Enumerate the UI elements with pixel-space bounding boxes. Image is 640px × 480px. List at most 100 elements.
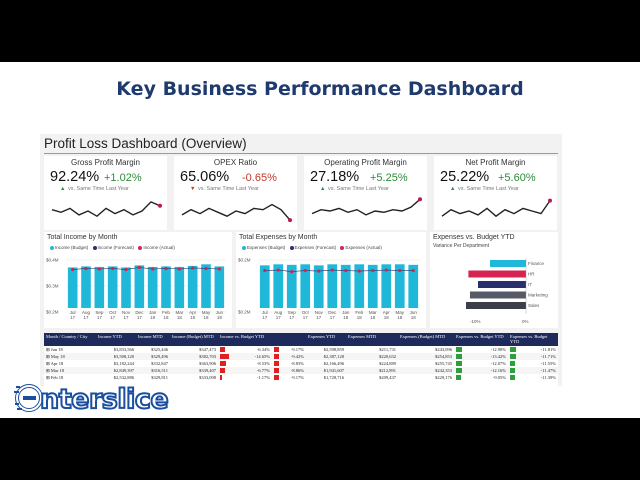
column-header[interactable]: Expenses (Budget) MTD <box>398 333 454 346</box>
department-label: HR <box>528 272 535 277</box>
actual-point <box>412 269 415 272</box>
column-header[interactable]: Expenses vs. Budget YTD <box>454 333 508 346</box>
y-tick-label: $0.3M <box>46 284 59 289</box>
department-label: Finance <box>528 261 545 266</box>
table-header-row: Month / Country / City Income YTD Income… <box>44 333 558 346</box>
x-tick-label: 17 <box>123 315 129 320</box>
kpi-value: 25.22% <box>440 169 489 185</box>
variance-bar <box>490 260 526 267</box>
variance-bar <box>456 375 461 380</box>
x-tick-label: 17 <box>276 315 282 320</box>
kpi-card-net-profit[interactable]: Net Profit Margin 25.22% +5.60% ▲ vs. Sa… <box>434 156 557 230</box>
variance-value: -11.55% <box>541 361 556 366</box>
legend-item: Income (Budget) <box>55 245 88 250</box>
department-label: Marketing <box>528 293 548 298</box>
variance-bar <box>274 354 279 359</box>
column-header[interactable]: Expenses YTD <box>306 333 346 346</box>
y-tick-label: $0.2M <box>46 310 59 315</box>
table-row[interactable]: ⊞ May 18 $3,508,120 $329,496 $382,703 -14.65… <box>44 353 558 360</box>
column-header[interactable]: Income YTD <box>96 333 136 346</box>
variance-cell: -11.55% <box>508 360 558 367</box>
variance-cell: -8.83% <box>272 360 306 367</box>
kpi-subtext: vs. Same Time Last Year <box>328 186 389 192</box>
kpi-card-operating-profit[interactable]: Operating Profit Margin 27.18% +5.25% ▲ … <box>304 156 427 230</box>
bar <box>108 266 118 308</box>
actual-point <box>290 270 293 273</box>
kpi-value: 92.24% <box>50 169 99 185</box>
bar <box>68 267 78 308</box>
sparkline-end-marker <box>288 218 292 222</box>
sparkline-end-marker <box>418 197 422 201</box>
variance-bar <box>220 368 225 373</box>
variance-bar <box>510 361 515 366</box>
month-cell: ⊞ Jun 18 <box>44 346 96 353</box>
table-cell: $339,407 <box>170 367 218 374</box>
variance-bar <box>456 361 462 366</box>
actual-point <box>304 269 307 272</box>
table-cell: $211,731 <box>346 346 398 353</box>
column-header[interactable]: Expenses vs. Budget YTD <box>508 333 558 346</box>
month-label: Mar 18 <box>51 368 64 373</box>
legend-dot-icon <box>340 246 344 250</box>
sparkline-line <box>312 199 420 215</box>
column-header[interactable]: Income MTD <box>136 333 170 346</box>
x-tick-label: 18 <box>343 315 349 320</box>
table-cell: $242,353 <box>398 367 454 374</box>
income-chart-card[interactable]: Total Income by Month Income (Budget) In… <box>44 232 232 328</box>
table-row[interactable]: ⊞ Apr 18 $3,182,244 $332,847 $363,906 -8.53%… <box>44 360 558 367</box>
table-cell: $3,508,120 <box>96 353 136 360</box>
x-tick-label: 18 <box>397 315 403 320</box>
legend-item: Expenses (Forecast) <box>295 245 337 250</box>
expenses-chart-card[interactable]: Total Expenses by Month Expenses (Budget… <box>236 232 426 328</box>
table-row[interactable]: ⊞ Jun 18 $3,833,566 $325,446 $347,473 -6.34%… <box>44 346 558 353</box>
column-header[interactable] <box>272 333 306 346</box>
up-arrow-icon: ▲ <box>60 186 65 192</box>
dashboard-title: Profit Loss Dashboard (Overview) <box>44 136 247 151</box>
bar <box>161 266 171 308</box>
variance-cell: -13.42% <box>454 353 508 360</box>
column-header[interactable]: Expenses MTD <box>346 333 398 346</box>
x-tick-label: 18 <box>190 315 196 320</box>
variance-cell: -11.71% <box>508 353 558 360</box>
x-tick-label: 18 <box>357 315 363 320</box>
legend-dot-icon <box>138 246 142 250</box>
bar <box>135 265 145 308</box>
variance-cell: -14.65% <box>218 353 272 360</box>
x-tick-label: 18 <box>177 315 183 320</box>
x-tick-label: 17 <box>83 315 89 320</box>
column-header[interactable]: Month / Country / City <box>44 333 96 346</box>
table-cell: $347,473 <box>170 346 218 353</box>
column-header[interactable]: Income (Budget) MTD <box>170 333 218 346</box>
y-tick-label: $0.2M <box>238 310 251 315</box>
variance-value: -8.83% <box>291 361 304 366</box>
kpi-card-gross-profit[interactable]: Gross Profit Margin 92.24% +1.02% ▲ vs. … <box>44 156 167 230</box>
kpi-value: 65.06% <box>180 169 229 185</box>
actual-point <box>398 269 401 272</box>
variance-value: -9.17% <box>291 375 304 380</box>
variance-cell: -6.34% <box>218 346 272 353</box>
bar <box>175 267 185 308</box>
variance-cell: -11.81% <box>508 346 558 353</box>
kpi-label: Gross Profit Margin <box>44 158 167 167</box>
pnl-table[interactable]: Month / Country / City Income YTD Income… <box>44 333 558 386</box>
table-row[interactable]: ⊞ Mar 18 $2,849,397 $316,511 $339,407 -6.77%… <box>44 367 558 374</box>
legend-dot-icon <box>242 246 246 250</box>
table-cell: $243,096 <box>398 346 454 353</box>
variance-cell: -11.39% <box>508 374 558 381</box>
actual-point <box>371 269 374 272</box>
table-cell: $332,847 <box>136 360 170 367</box>
variance-bar <box>456 354 462 359</box>
actual-point <box>111 267 114 270</box>
column-header[interactable]: Income vs. Budget YTD <box>218 333 272 346</box>
actual-point <box>138 266 141 269</box>
kpi-card-opex-ratio[interactable]: OPEX Ratio 65.06% -0.65% ▼ vs. Same Time… <box>174 156 297 230</box>
variance-bar <box>470 292 526 299</box>
income-bar-chart: $0.4M$0.3M$0.2M Jul17Aug17Sep17Oct17Nov17… <box>44 252 232 328</box>
actual-point <box>277 268 280 271</box>
variance-bar <box>478 281 526 288</box>
month-label: Feb 18 <box>51 375 63 380</box>
table-cell: $2,166,496 <box>306 360 346 367</box>
chart-title: Total Expenses by Month <box>239 234 317 241</box>
bar <box>148 267 158 308</box>
budget-variance-card[interactable]: Expenses vs. Budget YTD Variance Per Dep… <box>430 232 558 328</box>
